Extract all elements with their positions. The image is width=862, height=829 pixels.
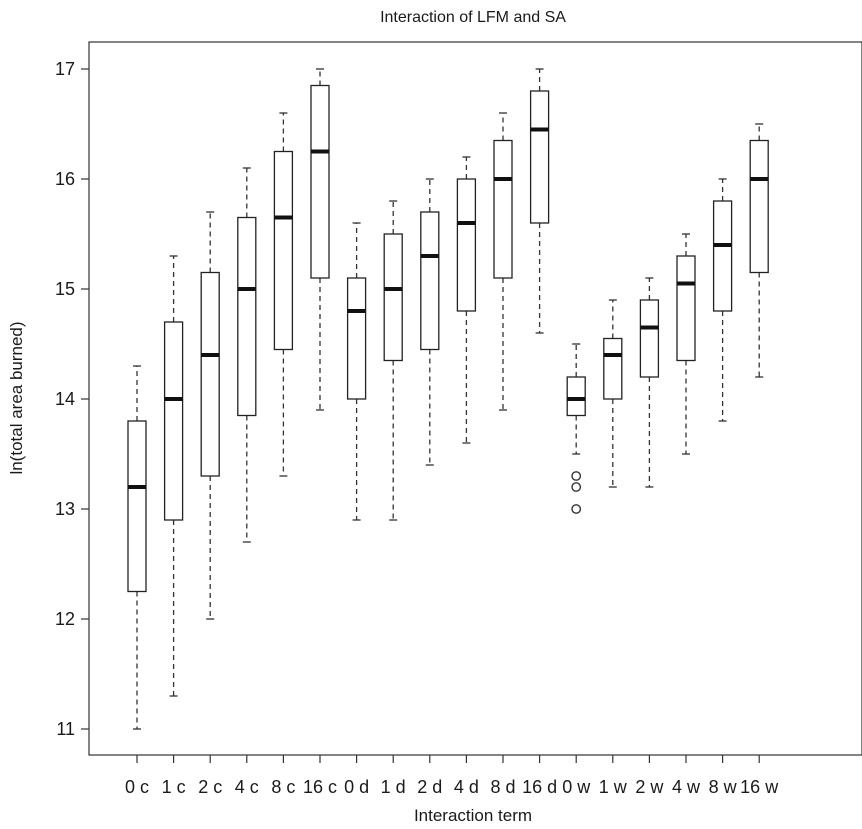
y-tick-label: 15 [55, 279, 75, 299]
iqr-box [163, 321, 184, 521]
y-axis: 11 12 13 14 15 16 17 [55, 59, 89, 739]
box-8w [712, 178, 733, 422]
box-2c [200, 211, 220, 620]
y-axis-label: ln(total area burned) [7, 321, 26, 474]
box-2w [639, 277, 660, 488]
x-tick-label: 1 d [381, 777, 406, 797]
x-axis-label: Interaction term [414, 806, 532, 825]
x-tick-label: 16 d [522, 777, 557, 797]
box-4c [237, 167, 257, 543]
iqr-box [493, 139, 513, 279]
iqr-box [712, 200, 733, 312]
y-tick-label: 16 [55, 169, 75, 189]
iqr-box [200, 271, 220, 477]
iqr-box [529, 90, 550, 224]
iqr-box [420, 211, 440, 351]
x-tick-label: 1 w [599, 777, 628, 797]
outlier-point [571, 504, 582, 514]
box-16d [529, 68, 550, 334]
y-tick-label: 14 [55, 389, 75, 409]
box-0w [566, 343, 586, 514]
box-1w [603, 299, 623, 488]
iqr-box [676, 255, 696, 362]
x-tick-label: 2 w [635, 777, 664, 797]
x-tick-label: 8 d [490, 777, 515, 797]
x-tick-label: 2 d [417, 777, 442, 797]
x-tick-label: 0 w [562, 777, 591, 797]
box-0c [127, 365, 147, 730]
chart-title: Interaction of LFM and SA [380, 9, 566, 26]
box-8c [273, 112, 294, 477]
y-tick-label: 12 [55, 609, 75, 629]
box-series [127, 68, 769, 730]
outlier-point [571, 471, 582, 481]
iqr-box [127, 420, 147, 593]
y-tick-label: 11 [56, 719, 75, 739]
x-tick-label: 4 d [454, 777, 479, 797]
y-tick-label: 13 [55, 499, 75, 519]
x-tick-label: 4 w [672, 777, 701, 797]
iqr-box [237, 216, 257, 417]
box-4w [676, 233, 696, 455]
box-2d [420, 178, 440, 466]
x-tick-label: 1 c [162, 777, 186, 797]
y-tick-label: 17 [55, 59, 75, 79]
outlier-point [571, 482, 582, 492]
box-8d [493, 112, 513, 411]
iqr-box [273, 150, 294, 351]
x-tick-label: 2 c [198, 777, 222, 797]
iqr-box [566, 376, 586, 417]
iqr-box [346, 277, 367, 400]
x-tick-label: 8 c [271, 777, 295, 797]
iqr-box [310, 84, 330, 279]
x-tick-label: 16 w [740, 777, 779, 797]
iqr-box [383, 233, 403, 362]
x-tick-label: 0 d [344, 777, 369, 797]
iqr-box [456, 178, 477, 312]
x-tick-label: 8 w [709, 777, 738, 797]
box-16w [749, 123, 769, 378]
box-16c [310, 68, 330, 411]
iqr-box [639, 299, 660, 378]
iqr-box [749, 139, 769, 274]
x-tick-label: 4 c [235, 777, 259, 797]
iqr-box [603, 337, 623, 400]
x-tick-label: 0 c [125, 777, 149, 797]
box-0d [346, 222, 367, 521]
box-1c [163, 255, 184, 697]
box-1d [383, 200, 403, 521]
box-4d [456, 156, 477, 444]
x-tick-label: 16 c [303, 777, 337, 797]
